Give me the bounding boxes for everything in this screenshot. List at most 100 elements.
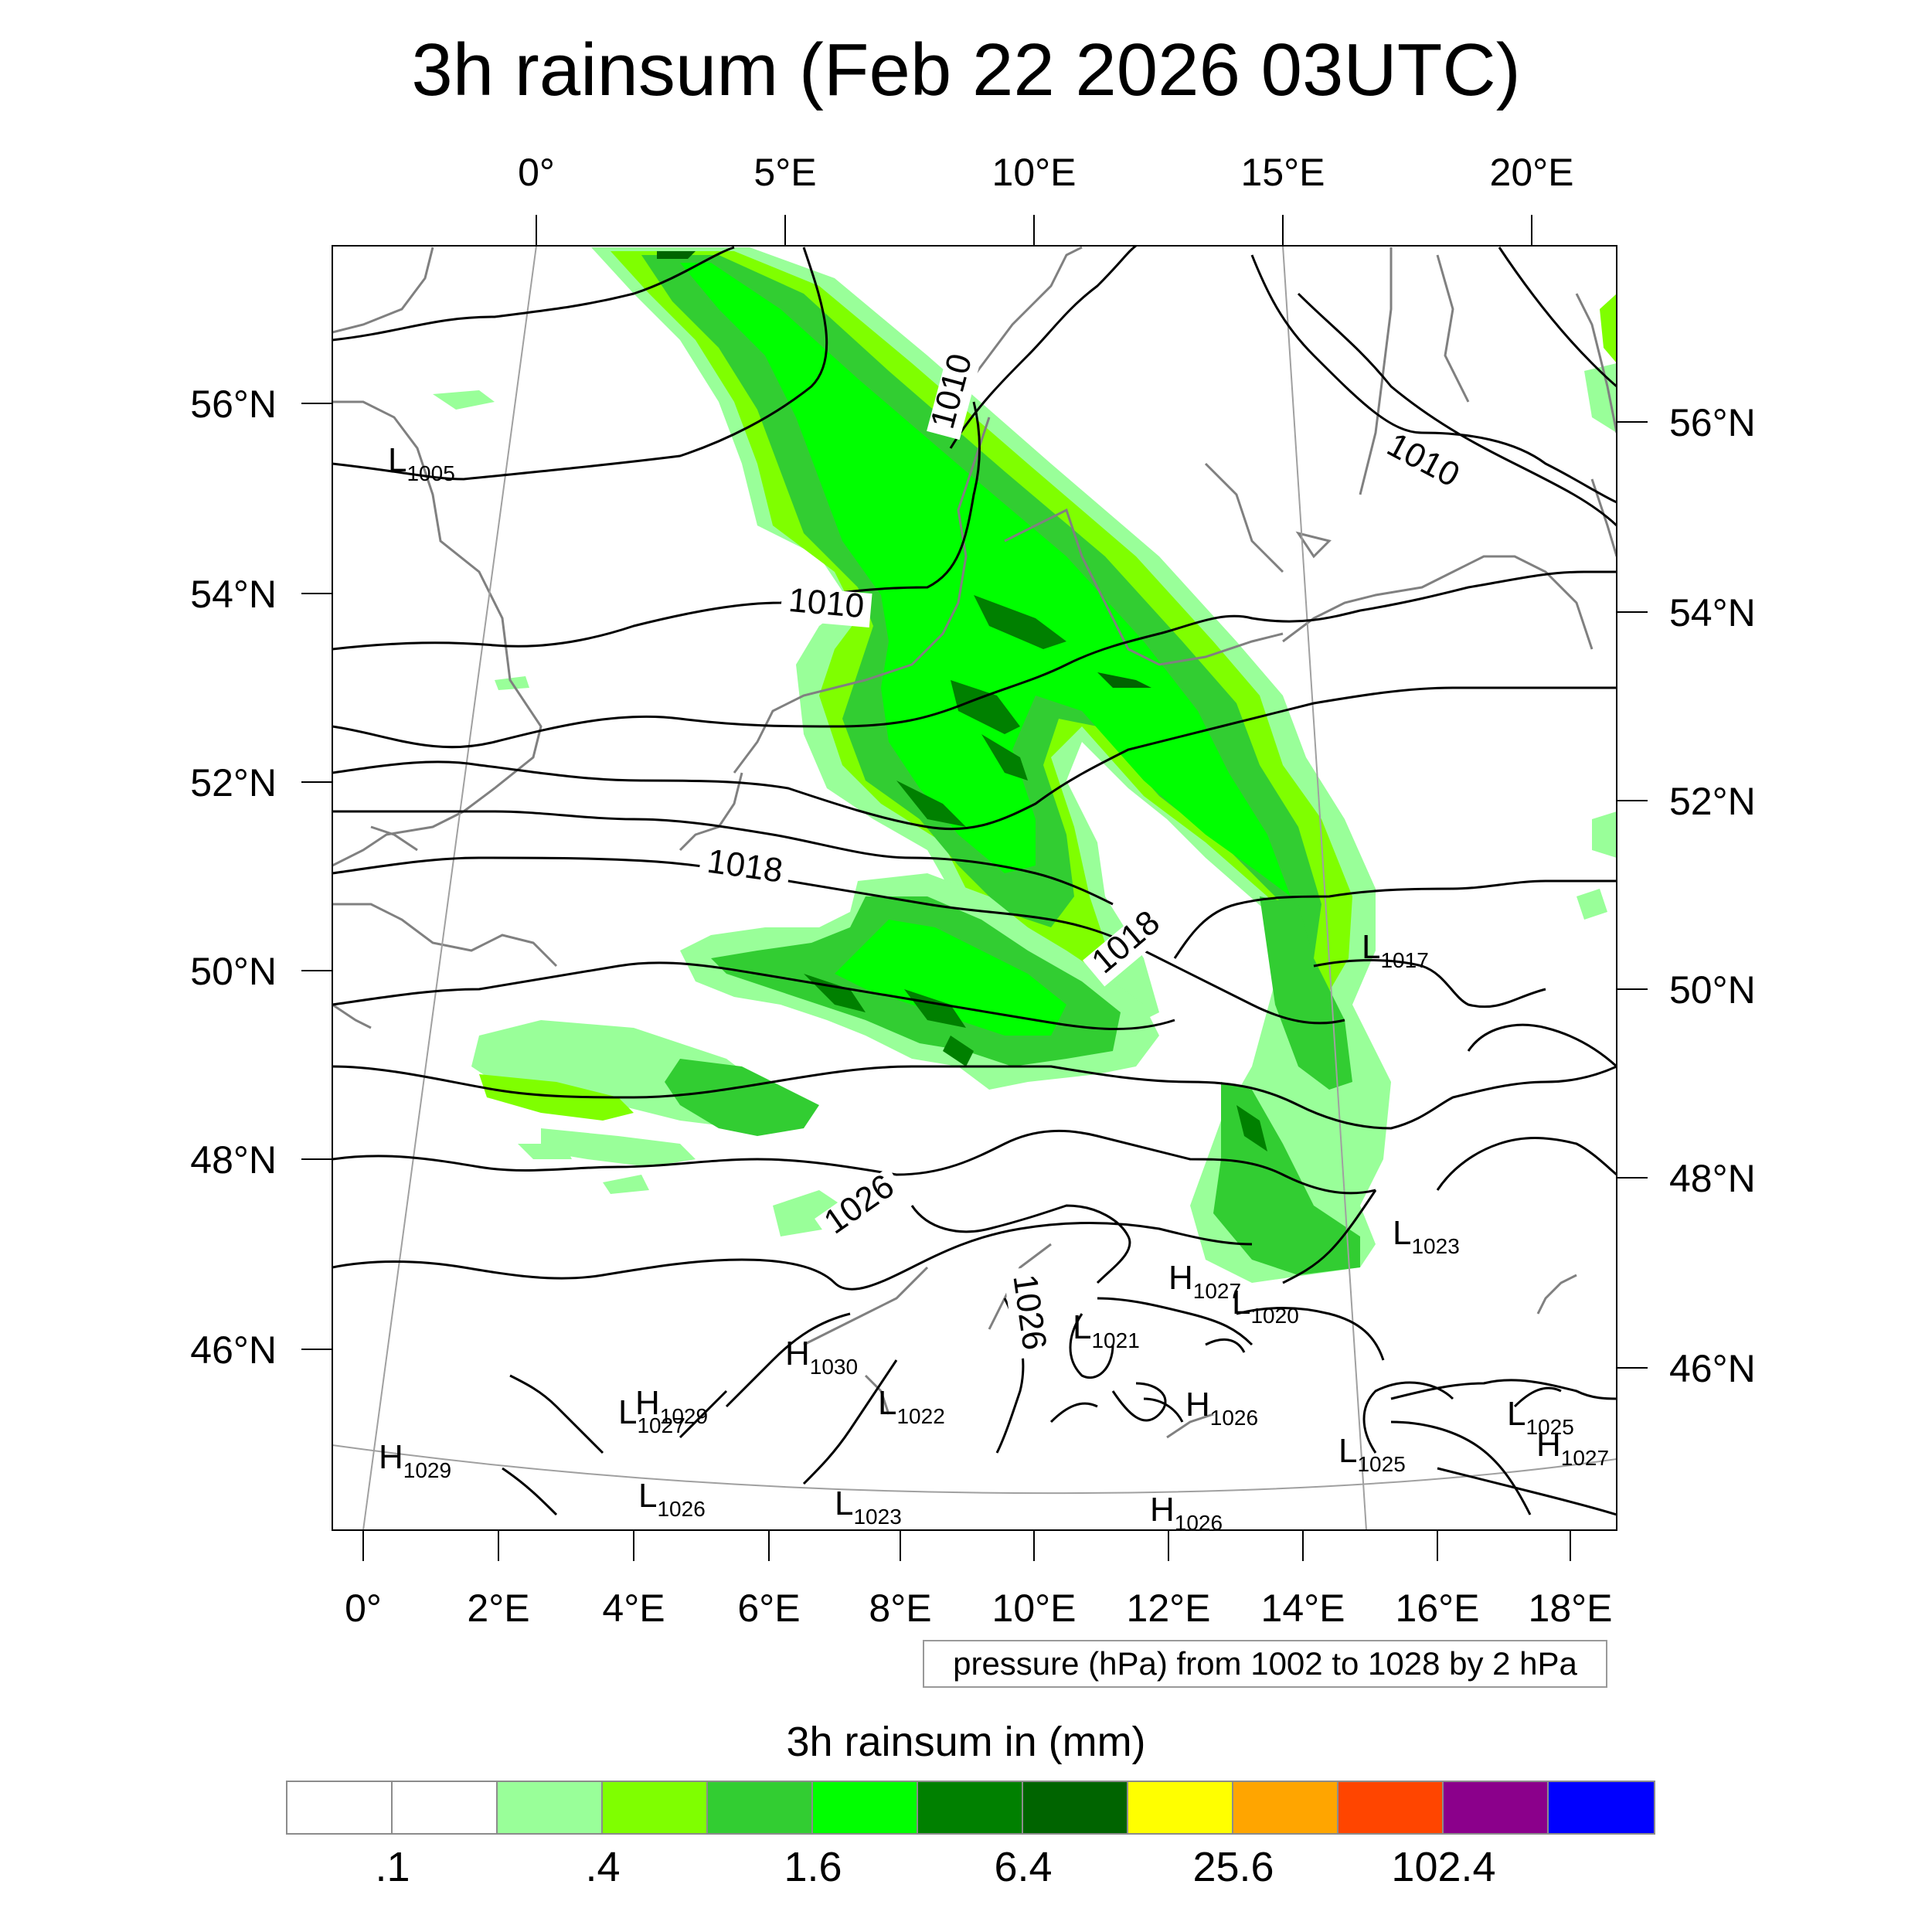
- rain-band-bright: [680, 263, 1291, 896]
- colorbar-label: .1: [375, 1844, 410, 1890]
- rain-core-dark: [1097, 672, 1151, 688]
- colorbar-bin: [498, 1782, 603, 1833]
- top-lon-label: 5°E: [753, 151, 816, 194]
- pressure-center: H1026: [1185, 1386, 1258, 1430]
- right-lat-label: 46°N: [1669, 1347, 1756, 1390]
- colorbar: [286, 1781, 1655, 1835]
- right-lat-label: 50°N: [1669, 968, 1756, 1012]
- rain-core-east: [1236, 1105, 1267, 1151]
- bottom-lon-label: 14°E: [1261, 1587, 1345, 1630]
- colorbar-label: 6.4: [994, 1844, 1053, 1890]
- rain-core-central: [904, 989, 966, 1028]
- isobar-label: 1010: [787, 581, 866, 625]
- rain-core-dark: [951, 680, 1020, 734]
- rain-streak-west: [541, 1128, 696, 1167]
- pressure-center: L1023: [835, 1485, 902, 1529]
- left-lat-label: 52°N: [190, 761, 277, 804]
- rain-streak-west: [665, 1059, 819, 1136]
- pressure-center: L1025: [1507, 1395, 1574, 1439]
- right-lat-label: 56°N: [1669, 401, 1756, 444]
- precipitation-shading: [433, 247, 1617, 1283]
- bottom-lon-label: 16°E: [1396, 1587, 1480, 1630]
- left-lat-labels: 56°N 54°N 52°N 50°N 48°N 46°N: [190, 383, 277, 1372]
- top-lon-labels: 0° 5°E 10°E 15°E 20°E: [518, 151, 1573, 194]
- rain-patch: [603, 1175, 649, 1194]
- pressure-center: L1026: [638, 1477, 706, 1521]
- colorbar-bin: [813, 1782, 918, 1833]
- right-lat-label: 48°N: [1669, 1157, 1756, 1200]
- isobar-label: 1010: [1381, 426, 1465, 495]
- bottom-lon-ticks: [362, 1530, 1571, 1561]
- map-title: 3h rainsum (Feb 22 2026 03UTC): [411, 29, 1521, 111]
- colorbar-label: 25.6: [1192, 1844, 1274, 1890]
- right-lat-label: 52°N: [1669, 780, 1756, 823]
- right-lat-label: 54°N: [1669, 591, 1756, 634]
- colorbar-bin: [393, 1782, 498, 1833]
- bottom-lon-label: 12°E: [1127, 1587, 1211, 1630]
- colorbar-bin: [1549, 1782, 1654, 1833]
- isobar-label: 1026: [1005, 1272, 1053, 1352]
- colorbar-bin: [603, 1782, 708, 1833]
- pressure-center: L1020: [1232, 1284, 1299, 1328]
- colorbar-label: 102.4: [1391, 1844, 1496, 1890]
- pressure-centers: L1005 L1017 L1023 H1027 L1020 L1021 H103…: [379, 441, 1609, 1535]
- left-lat-ticks: [301, 403, 332, 1350]
- left-lat-label: 54°N: [190, 573, 277, 616]
- colorbar-bin: [287, 1782, 393, 1833]
- isobars: [332, 246, 1617, 1516]
- bottom-lon-label: 0°: [345, 1587, 382, 1630]
- top-lon-label: 15°E: [1241, 151, 1325, 194]
- pressure-center: H1027: [1536, 1426, 1609, 1470]
- rain-core-dark: [896, 781, 966, 827]
- colorbar-bin: [1444, 1782, 1549, 1833]
- bottom-lon-label: 18°E: [1529, 1587, 1613, 1630]
- pressure-center: L1022: [878, 1384, 945, 1428]
- bottom-lon-label: 10°E: [992, 1587, 1077, 1630]
- pressure-center: H1029: [379, 1438, 451, 1482]
- rain-patch: [1584, 363, 1617, 433]
- left-lat-label: 46°N: [190, 1328, 277, 1372]
- pressure-center: H1029: [635, 1384, 708, 1428]
- pressure-center: L1025: [1338, 1432, 1406, 1476]
- rain-patch: [1577, 889, 1607, 920]
- pressure-center: L1027: [618, 1393, 685, 1437]
- colorbar-bin: [1338, 1782, 1444, 1833]
- rain-band-east: [1260, 896, 1352, 1090]
- top-lon-label: 10°E: [992, 151, 1077, 194]
- rain-core-dark: [657, 251, 696, 259]
- colorbar-label: .4: [585, 1844, 621, 1890]
- top-lon-label: 20°E: [1490, 151, 1574, 194]
- colorbar-label: 1.6: [784, 1844, 842, 1890]
- left-lat-label: 48°N: [190, 1138, 277, 1182]
- right-lat-ticks: [1617, 421, 1648, 1369]
- bottom-lon-label: 4°E: [602, 1587, 665, 1630]
- plot-frame: [332, 245, 1617, 1531]
- rain-streak-west: [518, 1144, 572, 1159]
- left-lat-label: 56°N: [190, 383, 277, 426]
- bottom-lon-label: 6°E: [737, 1587, 800, 1630]
- bottom-lon-label: 8°E: [869, 1587, 931, 1630]
- pressure-center: L1005: [388, 441, 455, 485]
- top-lon-ticks: [536, 215, 1532, 246]
- top-lon-label: 0°: [518, 151, 555, 194]
- rain-core-central: [943, 1036, 974, 1066]
- colorbar-bin: [1128, 1782, 1233, 1833]
- isobar-label: 1018: [705, 842, 785, 890]
- rain-patch: [433, 390, 495, 410]
- rain-band-central-bright: [835, 920, 1066, 1036]
- colorbar-bin: [1233, 1782, 1338, 1833]
- contour-info-box: pressure (hPa) from 1002 to 1028 by 2 hP…: [923, 1640, 1607, 1688]
- rain-patch: [1592, 811, 1617, 858]
- bottom-lon-label: 2°E: [467, 1587, 529, 1630]
- colorbar-bin: [1023, 1782, 1128, 1833]
- pressure-center: H1030: [785, 1335, 858, 1379]
- left-lat-label: 50°N: [190, 950, 277, 993]
- rain-streak-west: [479, 1074, 634, 1121]
- rain-patch: [1600, 294, 1617, 363]
- colorbar-bin: [918, 1782, 1023, 1833]
- graticule: [332, 246, 1617, 1530]
- pressure-center: H1027: [1168, 1259, 1241, 1303]
- pressure-center: L1023: [1393, 1214, 1460, 1258]
- colorbar-bin: [708, 1782, 813, 1833]
